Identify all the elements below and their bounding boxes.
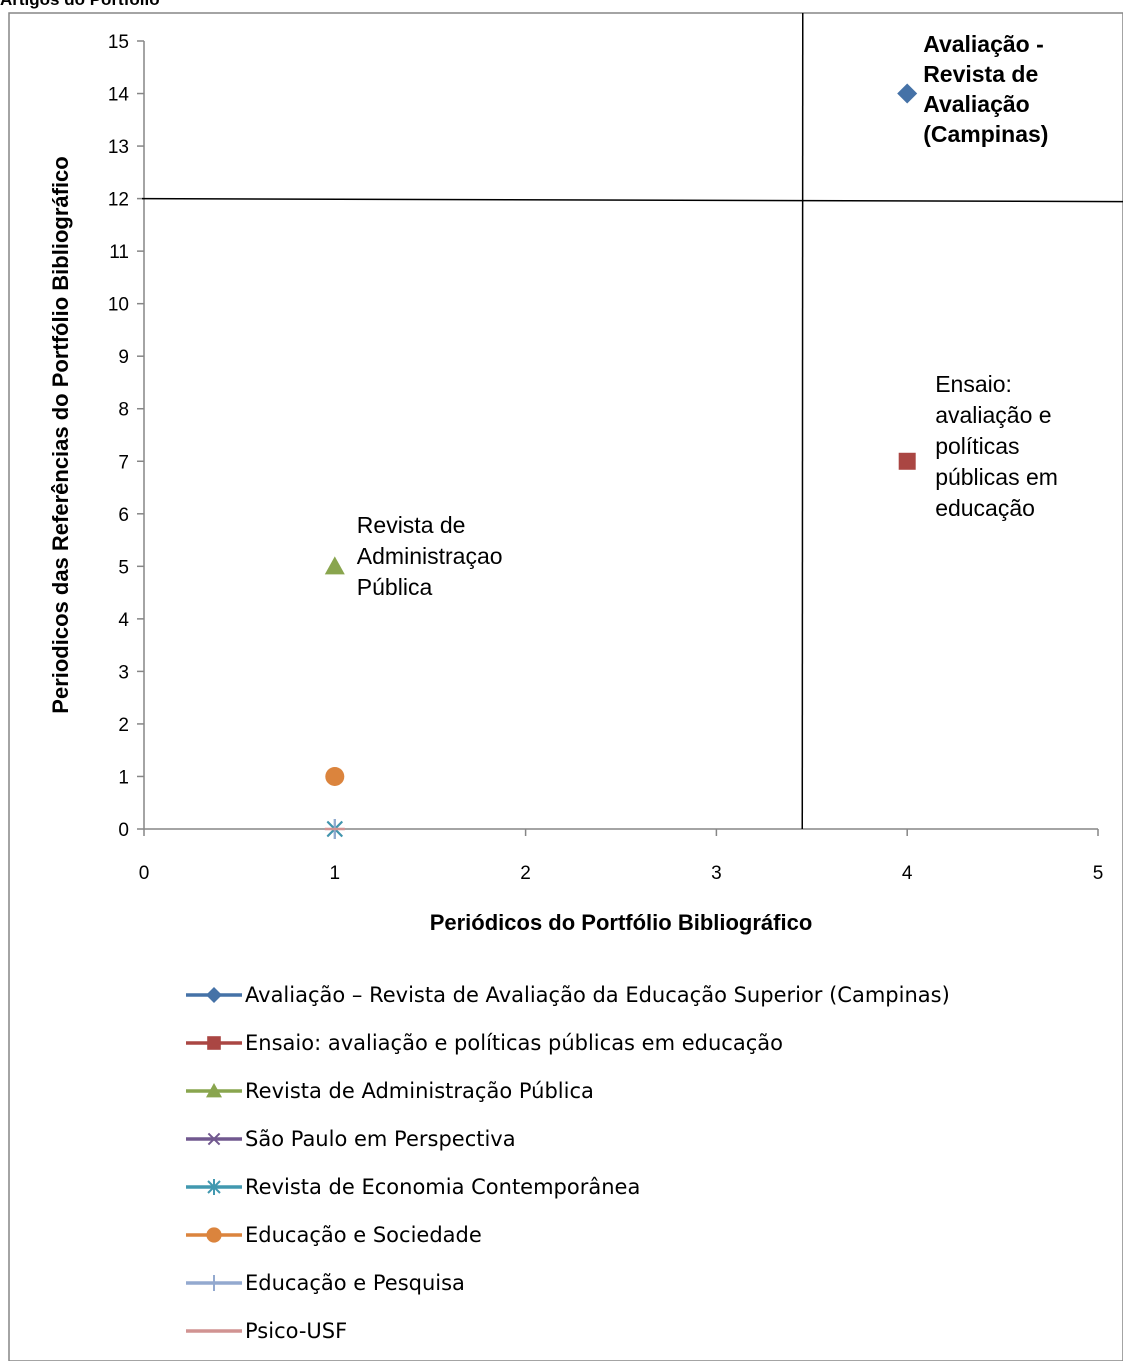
annotation-line: Ensaio: [935,371,1012,397]
y-tick-label: 6 [118,505,129,526]
annotation-label: Ensaio: avaliação e políticas públicas em ed… [935,371,1058,521]
y-tick-label: 8 [118,400,129,421]
annotation-line: Avaliação - [923,31,1044,57]
annotation-line: Revista de [357,512,466,538]
legend-marker-triangle [206,1083,222,1098]
legend-label: Educação e Sociedade [245,1223,482,1247]
horizontal-reference-line [141,197,1123,203]
reference-lines [141,12,1123,830]
legend-item: Educação e Sociedade [186,1223,482,1247]
legend-item: Revista de Administração Pública [186,1079,594,1103]
data-point-square [898,452,916,470]
vertical-reference-line [801,12,804,830]
y-tick-label: 15 [108,32,129,53]
data-point-diamond [897,83,918,104]
annotation-label: Revista de Administraçao Pública [357,512,503,600]
annotation-line: públicas em [935,464,1058,490]
y-tick-label: 14 [108,85,130,106]
legend-label: Ensaio: avaliação e políticas públicas e… [245,1031,783,1055]
x-axis-title: Periódicos do Portfólio Bibliográfico [430,910,813,935]
legend-label: Revista de Economia Contemporânea [245,1175,640,1199]
legend-item: Ensaio: avaliação e políticas públicas e… [186,1031,783,1055]
data-point-circle [325,766,345,786]
annotation-line: Avaliação [923,91,1030,117]
x-tick-label: 5 [1093,863,1104,884]
annotation-label: Avaliação - Revista de Avaliação (Campinas) [923,31,1048,147]
y-tick-label: 4 [118,610,129,631]
legend-item: Avaliação – Revista de Avaliação da Educ… [186,983,950,1007]
annotation-line: Revista de [923,61,1038,87]
y-tick-label: 3 [118,662,129,683]
y-tick-label: 13 [108,137,129,158]
legend-label: São Paulo em Perspectiva [245,1127,516,1151]
y-tick-label: 7 [118,452,129,473]
legend-item: Educação e Pesquisa [186,1271,465,1295]
legend-label: Psico-USF [245,1319,347,1343]
x-tick-label: 4 [902,863,913,884]
legend-marker-circle [206,1227,222,1243]
y-tick-label: 0 [118,820,129,841]
y-tick-label: 11 [109,242,129,263]
legend-label: Avaliação – Revista de Avaliação da Educ… [245,983,950,1007]
y-tick-label: 9 [118,347,129,368]
x-tick-label: 1 [330,863,341,884]
legend-marker-x [207,1132,221,1146]
legend-item: Psico-USF [186,1319,347,1343]
y-tick-label: 1 [118,767,129,788]
x-tick-label: 2 [520,863,531,884]
annotation-line: (Campinas) [923,121,1048,147]
x-tick-label: 3 [711,863,722,884]
data-point-triangle [324,556,345,575]
annotation-line: políticas [935,433,1019,459]
y-tick-label: 10 [108,295,129,316]
legend-item: São Paulo em Perspectiva [186,1127,516,1151]
legend-marker-diamond [206,987,222,1003]
legend-item: Revista de Economia Contemporânea [186,1175,640,1199]
x-tick-label: 0 [139,863,150,884]
point-annotations: Avaliação - Revista de Avaliação (Campinas)… [357,31,1058,600]
legend-marker-square [207,1036,221,1050]
y-tick-label: 12 [108,190,129,211]
y-axis-title: Periodicos das Referências do Portfólio … [48,156,73,713]
legend-label: Educação e Pesquisa [245,1271,465,1295]
legend-marker-star [207,1179,221,1195]
data-points [324,83,918,839]
chart-page-title: Artigos do Portfólio [0,0,160,10]
annotation-line: educação [935,495,1035,521]
y-tick-label: 5 [118,557,129,578]
annotation-line: Pública [357,574,433,600]
y-tick-label: 2 [118,715,129,736]
legend-label: Revista de Administração Pública [245,1079,594,1103]
legend-marker-plus [206,1275,222,1291]
chart-area-border [8,12,1123,1361]
annotation-line: Administraçao [357,543,503,569]
legend: Avaliação – Revista de Avaliação da Educ… [186,983,950,1343]
annotation-line: avaliação e [935,402,1051,428]
